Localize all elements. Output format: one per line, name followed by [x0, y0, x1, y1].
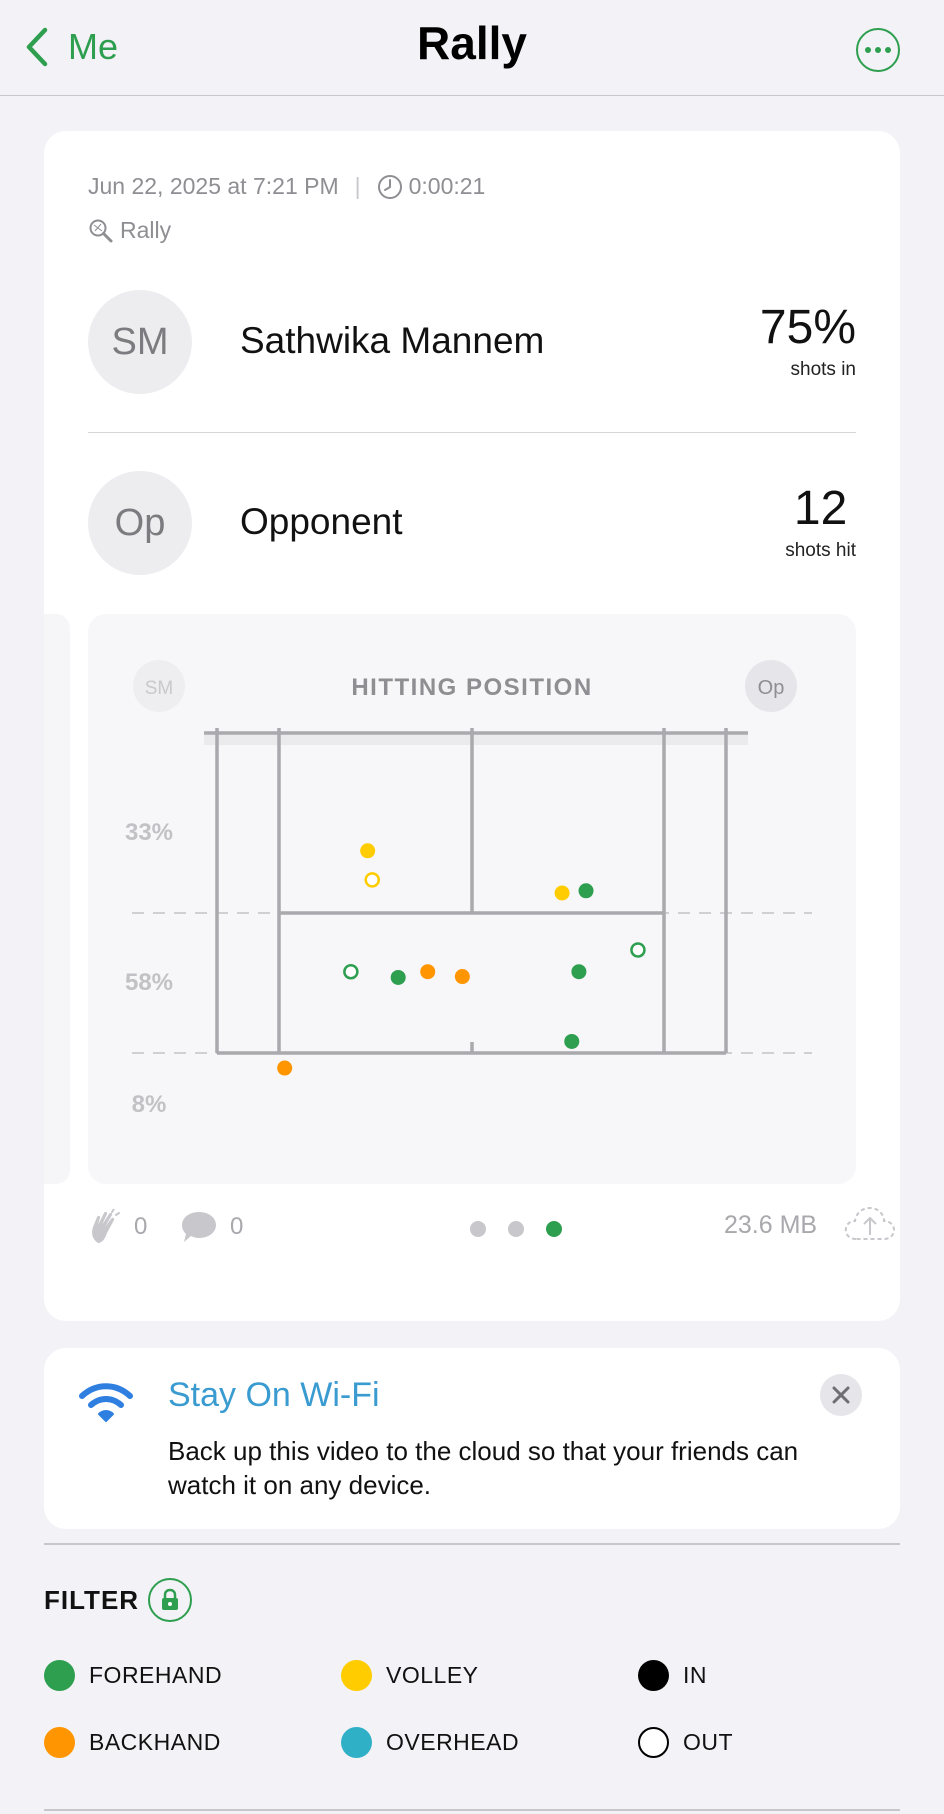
stat-value: 12 [793, 482, 848, 535]
filter-label-text: FOREHAND [89, 1662, 223, 1688]
page-dot-active[interactable] [546, 1221, 562, 1237]
shot-point-forehand-out [343, 963, 359, 980]
op-badge [745, 660, 797, 712]
op-badge-text: Op [758, 677, 785, 699]
shot-point-backhand-in [454, 969, 470, 985]
shot-point-volley-in [554, 885, 570, 901]
filter-volley[interactable]: VOLLEY [341, 1660, 479, 1691]
clap-icon [92, 1209, 120, 1243]
back-button[interactable]: Me [26, 22, 118, 72]
filter-label-text: BACKHAND [89, 1729, 221, 1755]
shot-point-volley-out [364, 872, 380, 888]
previous-chart-page[interactable] [44, 614, 70, 1184]
wifi-banner-title: Stay On Wi-Fi [168, 1376, 380, 1414]
wifi-banner: Stay On Wi-Fi Back up this video to the … [44, 1348, 900, 1529]
page-indicator[interactable] [470, 1221, 562, 1237]
filter-label: FILTER [44, 1585, 140, 1615]
shot-points [277, 843, 646, 1076]
divider [88, 432, 856, 433]
wifi-icon [79, 1383, 133, 1422]
shot-point-backhand-in [420, 964, 436, 980]
zone-label-far: 33% [125, 819, 173, 846]
sm-badge-text: SM [145, 678, 174, 699]
session-duration: 0:00:21 [408, 173, 486, 199]
shot-point-forehand-in [390, 969, 406, 985]
filter-out[interactable]: OUT [638, 1727, 733, 1758]
stat-label: shots in [790, 359, 856, 380]
shot-point-volley-in [360, 843, 376, 859]
activity-tag: Rally [88, 217, 171, 244]
filter-overhead[interactable]: OVERHEAD [341, 1727, 519, 1758]
filter-label-text: IN [683, 1662, 707, 1688]
page-dot[interactable] [470, 1221, 486, 1237]
player-name: Opponent [240, 501, 403, 542]
shot-point-forehand-in [571, 964, 587, 980]
activity-label: Rally [120, 217, 172, 243]
cloud-upload-button[interactable] [842, 1203, 898, 1250]
avatar: SM [88, 290, 192, 394]
backhand-dot-icon [44, 1727, 75, 1758]
forehand-dot-icon [44, 1660, 75, 1691]
divider [44, 1543, 900, 1545]
lock-icon [162, 1588, 178, 1610]
filter-label-text: VOLLEY [386, 1662, 479, 1688]
tennis-court [204, 728, 748, 1055]
filter-label-text: OVERHEAD [386, 1729, 520, 1755]
likes-button[interactable]: 0 [88, 1209, 147, 1245]
likes-count: 0 [134, 1213, 148, 1240]
zone-label-mid: 58% [125, 969, 173, 996]
close-icon [832, 1386, 850, 1404]
session-datetime: Jun 22, 2025 at 7:21 PM [88, 173, 339, 199]
chart-title: HITTING POSITION [351, 674, 592, 701]
page-dot[interactable] [508, 1221, 524, 1237]
zone-label-near: 8% [132, 1091, 167, 1118]
comments-count: 0 [230, 1213, 244, 1240]
more-options-button[interactable] [856, 28, 900, 72]
player-row-opponent[interactable]: Op Opponent 12 shots hit [88, 471, 856, 575]
card-footer: 0 0 23.6 MB [88, 1201, 896, 1251]
shot-point-backhand-in [277, 1060, 293, 1076]
cloud-upload-icon [844, 1206, 896, 1240]
avatar: Op [88, 471, 192, 575]
shots-hit-stat: 12 shots hit [785, 481, 856, 562]
player-row-sm[interactable]: SM Sathwika Mannem 75% shots in [88, 290, 856, 394]
filter-label-text: OUT [683, 1729, 734, 1755]
filter-forehand[interactable]: FOREHAND [44, 1660, 222, 1691]
close-banner-button[interactable] [820, 1374, 862, 1416]
stat-label: shots hit [785, 540, 856, 561]
player-name: Sathwika Mannem [240, 320, 545, 361]
comment-bubble-icon [182, 1212, 216, 1242]
divider [44, 1809, 900, 1811]
filter-lock-button[interactable] [148, 1578, 192, 1622]
stat-value: 75% [759, 301, 856, 354]
sm-badge [133, 660, 185, 712]
volley-dot-icon [341, 1660, 372, 1691]
court-svg: SM Op HITTING POSITION 33% 58% 8% [125, 660, 812, 1118]
meta-separator: | [354, 173, 361, 199]
hitting-position-chart[interactable]: SM Op HITTING POSITION 33% 58% 8% [88, 614, 856, 1184]
navigation-bar: Me Rally [0, 0, 944, 96]
filter-backhand[interactable]: BACKHAND [44, 1727, 221, 1758]
shot-point-forehand-in [564, 1033, 580, 1049]
session-card: Jun 22, 2025 at 7:21 PM | 0:00:21 Rally … [44, 131, 900, 1321]
back-label: Me [68, 26, 119, 67]
in-dot-icon [638, 1660, 669, 1691]
clock-icon [377, 174, 402, 199]
overhead-dot-icon [341, 1727, 372, 1758]
comments-button[interactable]: 0 [180, 1209, 243, 1245]
shot-point-forehand-in [578, 883, 594, 899]
chevron-left-icon [26, 27, 48, 67]
filter-in[interactable]: IN [638, 1660, 707, 1691]
shot-point-forehand-out [630, 942, 646, 958]
shots-in-stat: 75% shots in [760, 300, 856, 381]
wifi-banner-body: Back up this video to the cloud so that … [168, 1436, 799, 1500]
page-title: Rally [417, 17, 527, 69]
tennis-racket-icon [89, 219, 113, 242]
ellipsis-icon [865, 47, 871, 53]
session-meta: Jun 22, 2025 at 7:21 PM | 0:00:21 [88, 173, 485, 200]
file-size: 23.6 MB [724, 1211, 818, 1239]
out-dot-icon [638, 1727, 669, 1758]
